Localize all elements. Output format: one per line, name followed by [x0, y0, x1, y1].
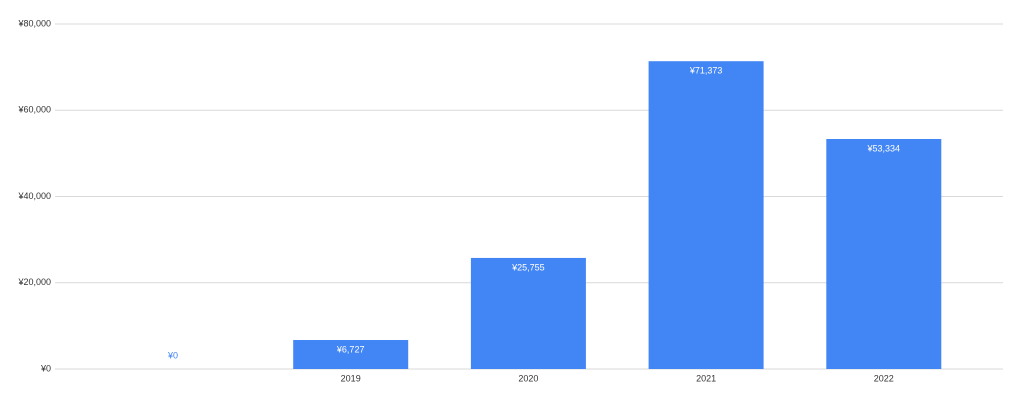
y-tick-label: ¥80,000: [17, 18, 51, 28]
value-label: ¥25,755: [511, 262, 545, 272]
y-tick-label: ¥60,000: [17, 105, 51, 115]
y-tick-label: ¥0: [40, 363, 51, 373]
value-label: ¥53,334: [867, 143, 901, 153]
bar: [826, 138, 942, 369]
x-tick-label: 2022: [874, 373, 894, 383]
x-tick-label: 2021: [696, 373, 716, 383]
bar: [648, 61, 764, 369]
value-label: ¥0: [167, 350, 178, 360]
value-label: ¥6,727: [336, 344, 365, 354]
bar: [293, 339, 409, 369]
bar: [470, 257, 586, 369]
x-tick-label: 2019: [341, 373, 361, 383]
y-tick-label: ¥40,000: [17, 191, 51, 201]
y-tick-label: ¥20,000: [17, 277, 51, 287]
x-tick-label: 2020: [518, 373, 538, 383]
value-label: ¥71,373: [689, 66, 723, 76]
